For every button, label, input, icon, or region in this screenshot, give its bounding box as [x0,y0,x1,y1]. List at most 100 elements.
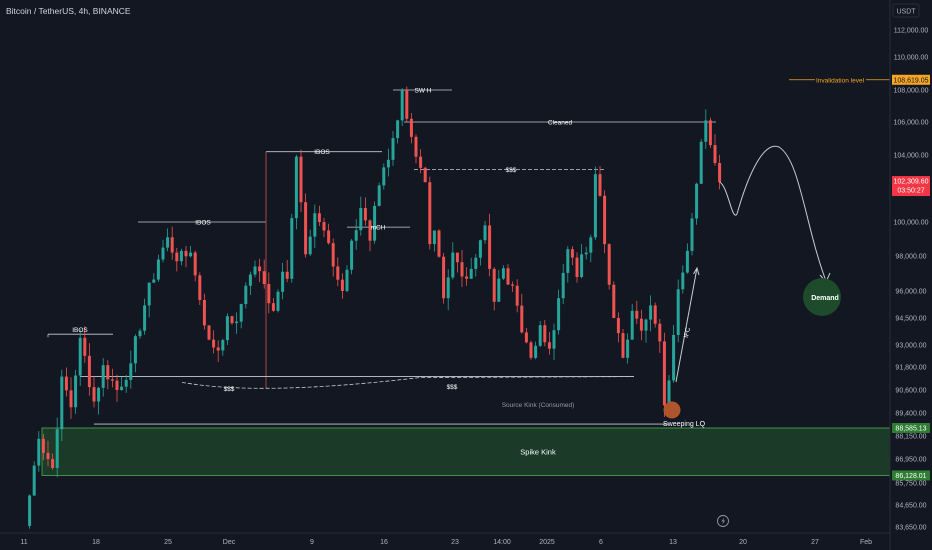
spike-kink-label: Spike Kink [520,448,556,457]
candle-body [336,266,340,280]
candle-body [432,230,436,245]
candle-body [32,465,36,496]
candle-body [699,141,703,184]
candle-body [207,325,211,340]
candle-body [607,244,611,285]
candle-body [566,249,570,273]
lightning-icon[interactable] [717,515,729,527]
candle-body [474,257,478,269]
symbol-title: Bitcoin / TetherUS, 4h, BINANCE [6,6,131,16]
candle-body [511,284,515,286]
candle-body [557,298,561,331]
candle-body [212,339,216,348]
candle-body [423,167,427,183]
candle-body [262,271,266,284]
candle-body [161,247,165,260]
time-tick: Feb [860,539,872,546]
liquidity-label-top: $$$ [506,167,517,174]
candle-body [662,341,666,406]
price-scale-background [890,0,932,550]
candle-body [593,174,597,238]
candle-body [308,236,312,255]
candle-body [428,182,432,245]
time-tick: 14:00 [493,539,511,546]
current-price-badge [892,176,930,197]
candle-body [327,230,331,244]
candle-body [419,156,423,168]
candle-body [193,252,197,276]
candle-body [189,252,193,257]
candle-body [469,268,473,279]
candle-body [455,252,459,263]
candle-body [225,316,229,341]
candle-body [561,272,565,299]
candle-body [681,272,685,290]
candle-body [55,429,59,468]
currency-badge[interactable] [892,3,920,18]
candle-body [386,159,390,168]
candle-body [179,250,183,262]
candle-body [359,208,363,231]
zone-top-badge [892,422,930,433]
candle-body [271,303,275,311]
time-tick: 2025 [539,539,555,546]
price-tick: 84,650.00 [895,503,926,510]
candle-body [552,330,556,349]
candle-body [281,271,285,292]
ibos-label-3: IBOS [314,149,330,156]
time-tick: Dec [223,539,236,546]
candle-body [350,240,354,270]
candle-body [115,380,119,390]
annotation-lines [47,79,890,425]
price-tick: 83,650.00 [895,525,926,532]
candle-body [465,276,469,279]
price-tick: 106,000.00 [893,120,928,127]
candle-body [106,365,110,380]
invalidation-price: 108,619.05 [893,77,928,84]
time-axis[interactable]: 11 18 25 Dec 9 16 23 14:00 2025 6 13 20 27 Feb [20,539,872,546]
candle-body [74,375,78,408]
candle-body [442,256,446,299]
candle-body [382,167,386,186]
time-tick: 18 [92,539,100,546]
candle-body [515,285,519,306]
liquidity-label-bottom-2: $$$ [447,384,458,391]
candle-body [340,279,344,291]
candle-body [133,336,137,364]
candle-body [299,156,303,203]
candle-body [644,319,648,331]
time-tick: 25 [164,539,172,546]
candle-body [649,305,653,320]
candle-body [543,325,547,343]
cleaned-label: Cleaned [548,120,573,127]
candle-body [580,254,584,277]
candle-body [345,269,349,291]
candle-body [639,318,643,331]
price-scale[interactable]: USDT [889,0,932,550]
price-tick: 89,400.00 [895,411,926,418]
candle-body [304,202,308,255]
candle-body [198,275,202,300]
candle-body [170,237,174,253]
price-tick: 96,000.00 [895,289,926,296]
sweeping-lq-label: Sweeping LQ [663,421,706,428]
candle-body [156,259,160,280]
candle-body [28,495,32,526]
zone-top-price: 88,585.13 [895,425,926,432]
ibos-label-2: IBOS [195,220,211,227]
candle-body [248,274,252,286]
ibos-label-1: IBOS [72,327,88,334]
candle-body [653,305,657,324]
candle-body [630,310,634,340]
invalidation-level-label: Invalidation level [816,77,865,84]
swing-high-label: SW H [415,88,432,95]
candle-body [253,266,257,275]
candle-body [396,120,400,139]
candle-body [708,120,712,146]
candle-body [612,284,616,318]
time-tick: 20 [739,539,747,546]
candle-body [235,321,239,324]
price-tick: 91,800.00 [895,365,926,372]
